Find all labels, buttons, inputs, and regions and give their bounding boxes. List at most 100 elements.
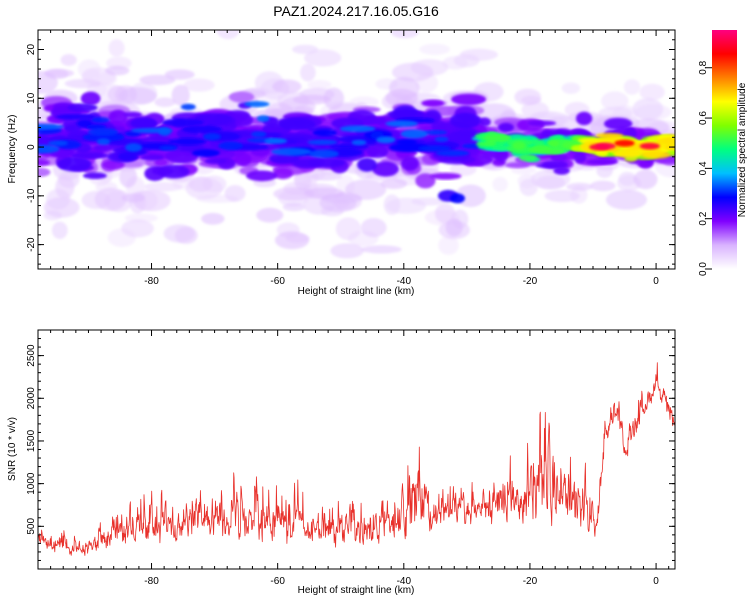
colorbar: 0.0 0.2 0.4 0.6 0.8 Normalized spectral ampl…	[698, 30, 748, 276]
y-tick-label: 20	[26, 44, 37, 56]
spectrogram-cell	[203, 133, 221, 141]
spectrogram-cell	[55, 175, 75, 199]
spectrogram-cell	[164, 69, 195, 80]
spectrogram-cell	[449, 193, 465, 204]
y-tick-label: -20	[26, 237, 37, 252]
spectrogram-cell	[430, 172, 462, 180]
spectrogram-cell	[94, 187, 127, 211]
spectrogram-cell	[300, 63, 316, 82]
spectrogram-cell	[573, 151, 587, 164]
y-tick-label: -10	[26, 188, 37, 203]
spectrogram-cell	[180, 103, 196, 111]
spectrogram-cell	[120, 161, 144, 168]
spectrogram-frame	[37, 29, 676, 270]
snr-series-line	[38, 362, 675, 556]
spectrogram-cell	[357, 157, 377, 172]
spectrogram-cell	[435, 150, 470, 157]
spectrogram-cell	[421, 99, 445, 107]
spectrogram-cell	[604, 117, 633, 130]
colorbar-ticks: 0.0 0.2 0.4 0.6 0.8	[698, 60, 712, 276]
spectrogram-cell	[639, 142, 660, 150]
x-tick-label: 0	[653, 576, 659, 587]
spectrogram-cell	[140, 154, 165, 161]
spectrogram-cell	[244, 101, 270, 108]
spectrogram-cell	[528, 139, 545, 146]
spectrogram-cell	[585, 159, 619, 165]
spectrogram-cell	[216, 30, 241, 40]
spectrogram-cell	[623, 79, 641, 95]
spectrogram-cell	[272, 79, 302, 94]
spectrogram-cell	[397, 139, 417, 146]
spectrogram-cell	[521, 101, 549, 119]
spectrogram-cell	[535, 175, 566, 190]
spectrogram-cell	[309, 172, 343, 181]
spectrogram-cell	[323, 87, 345, 110]
x-tick-label: -40	[397, 576, 412, 587]
spectrogram-cell	[159, 145, 178, 151]
colorbar-tick-label: 0.6	[698, 111, 709, 125]
spectrogram-cell	[183, 78, 215, 92]
spectrogram-cell	[366, 144, 389, 158]
spectrogram-cell	[400, 129, 428, 139]
spectrogram-cell	[590, 180, 616, 192]
spectrogram-cell	[91, 117, 110, 123]
spectrogram-cell	[451, 93, 487, 106]
spectrogram-cell	[123, 111, 142, 119]
spectrogram-cell	[312, 129, 337, 137]
spectrogram-cell	[633, 169, 658, 190]
spectrogram-cell	[360, 218, 387, 238]
spectrogram-cell	[158, 164, 190, 179]
spectrogram-cell	[459, 48, 498, 61]
spectrogram-cell	[308, 149, 339, 158]
spectrogram-cell	[438, 235, 459, 255]
spectrogram-cell	[101, 159, 125, 170]
spectrogram-cell	[445, 218, 463, 237]
spectrogram-cell	[271, 147, 312, 156]
spectrogram-cell	[411, 197, 445, 206]
snr-y-axis-label: SNR (10 * v/v)	[7, 417, 18, 481]
spectrogram-cell	[124, 131, 141, 137]
spectrogram-cell	[256, 207, 284, 223]
figure-title: PAZ1.2024.217.16.05.G16	[273, 3, 439, 19]
spectrogram-cell	[130, 117, 157, 129]
spectrogram-cell	[519, 154, 537, 162]
spectrogram-cell	[168, 143, 205, 152]
spectrogram-cell	[161, 118, 204, 127]
spectrogram-cell	[550, 153, 567, 163]
spectrogram-cell	[294, 169, 312, 191]
spectrogram-cell	[67, 103, 98, 112]
spectrogram-y-ticks: -20 -10 0 10 20	[26, 29, 675, 265]
spectrogram-cell	[575, 111, 593, 126]
spectrogram-cell	[512, 141, 526, 150]
spectrogram-cell	[376, 136, 396, 144]
spectrogram-cell	[282, 202, 306, 212]
spectrogram-cell	[330, 243, 364, 259]
spectrogram-cell	[105, 65, 130, 76]
spectrogram-cell	[561, 82, 581, 94]
spectrogram-cell	[482, 134, 511, 141]
spectrogram-cell	[264, 138, 288, 144]
spectrogram-cell	[292, 44, 319, 55]
spectrogram-cell	[87, 128, 119, 136]
colorbar-label: Normalized spectral amplitude	[737, 82, 748, 217]
spectrogram-cell	[618, 171, 637, 186]
spectrogram-cell	[143, 182, 183, 192]
spectrogram-cell	[632, 98, 664, 121]
spectrogram-cell	[154, 158, 169, 167]
spectrogram-cell	[108, 109, 128, 125]
spectrogram-cell	[274, 231, 310, 250]
spectrogram-cell	[228, 91, 255, 103]
spectrogram-cell	[139, 74, 176, 86]
spectrogram-cell	[492, 176, 508, 192]
spectrogram-cell	[351, 139, 367, 146]
spectrogram-cell	[82, 172, 107, 179]
spectrogram-cell	[38, 123, 65, 130]
spectrogram-cell	[57, 156, 92, 172]
spectrogram-cell	[304, 187, 345, 199]
spectrogram-cell	[125, 143, 143, 152]
spectrogram-cell	[121, 193, 146, 203]
spectrogram-cell	[383, 194, 401, 215]
spectrogram-cell	[273, 167, 293, 180]
spectrogram-cell	[498, 122, 514, 132]
spectrogram-cell	[389, 142, 429, 153]
